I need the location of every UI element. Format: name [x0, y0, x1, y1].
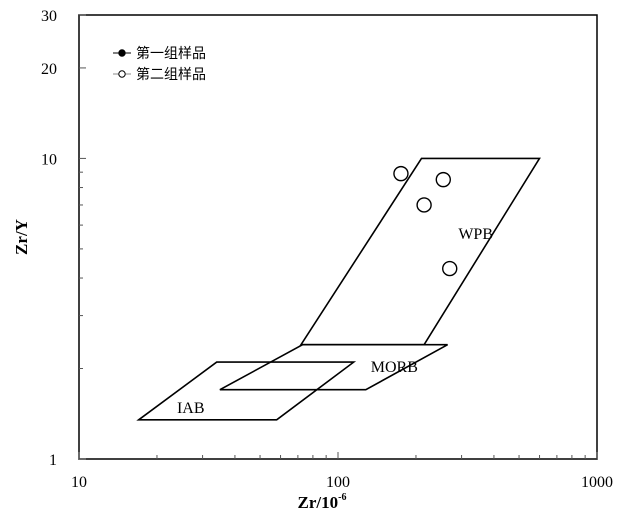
legend-marker [118, 49, 126, 57]
x-axis-title-superscript: -6 [338, 492, 346, 503]
data-point [442, 260, 458, 277]
region-label-iab: IAB [177, 400, 205, 417]
plot-frame [78, 14, 598, 460]
region-labels: WPB MORB IAB [177, 226, 493, 417]
x-tick-label: 100 [326, 474, 350, 491]
data-point [393, 165, 409, 182]
sample-points [393, 165, 458, 277]
y-axis-title: Zr/Y [12, 219, 31, 255]
x-axis-title-main: Zr/10 [298, 493, 339, 512]
x-axis-title: Zr/10-6 [298, 492, 347, 512]
y-tick-label: 30 [41, 8, 57, 25]
region-label-morb: MORB [371, 359, 418, 376]
region-iab [136, 361, 357, 421]
tectonic-regions [136, 157, 541, 421]
x-tick-label: 1000 [581, 474, 613, 491]
legend-marker [118, 70, 126, 78]
y-tick-label: 20 [41, 61, 57, 78]
y-tick-label: 1 [49, 452, 57, 469]
y-tick-labels: 1 10 20 30 [41, 8, 57, 469]
x-tick-labels: 10 100 1000 [71, 474, 613, 491]
data-point [416, 197, 432, 213]
legend-label: 第二组样品 [136, 66, 206, 83]
data-point [435, 171, 451, 188]
x-minor-ticks [78, 452, 598, 459]
x-tick-label: 10 [71, 474, 87, 491]
y-minor-ticks [79, 14, 86, 460]
legend-label: 第一组样品 [136, 45, 206, 62]
region-label-wpb: WPB [458, 226, 493, 243]
y-tick-label: 10 [41, 151, 57, 168]
